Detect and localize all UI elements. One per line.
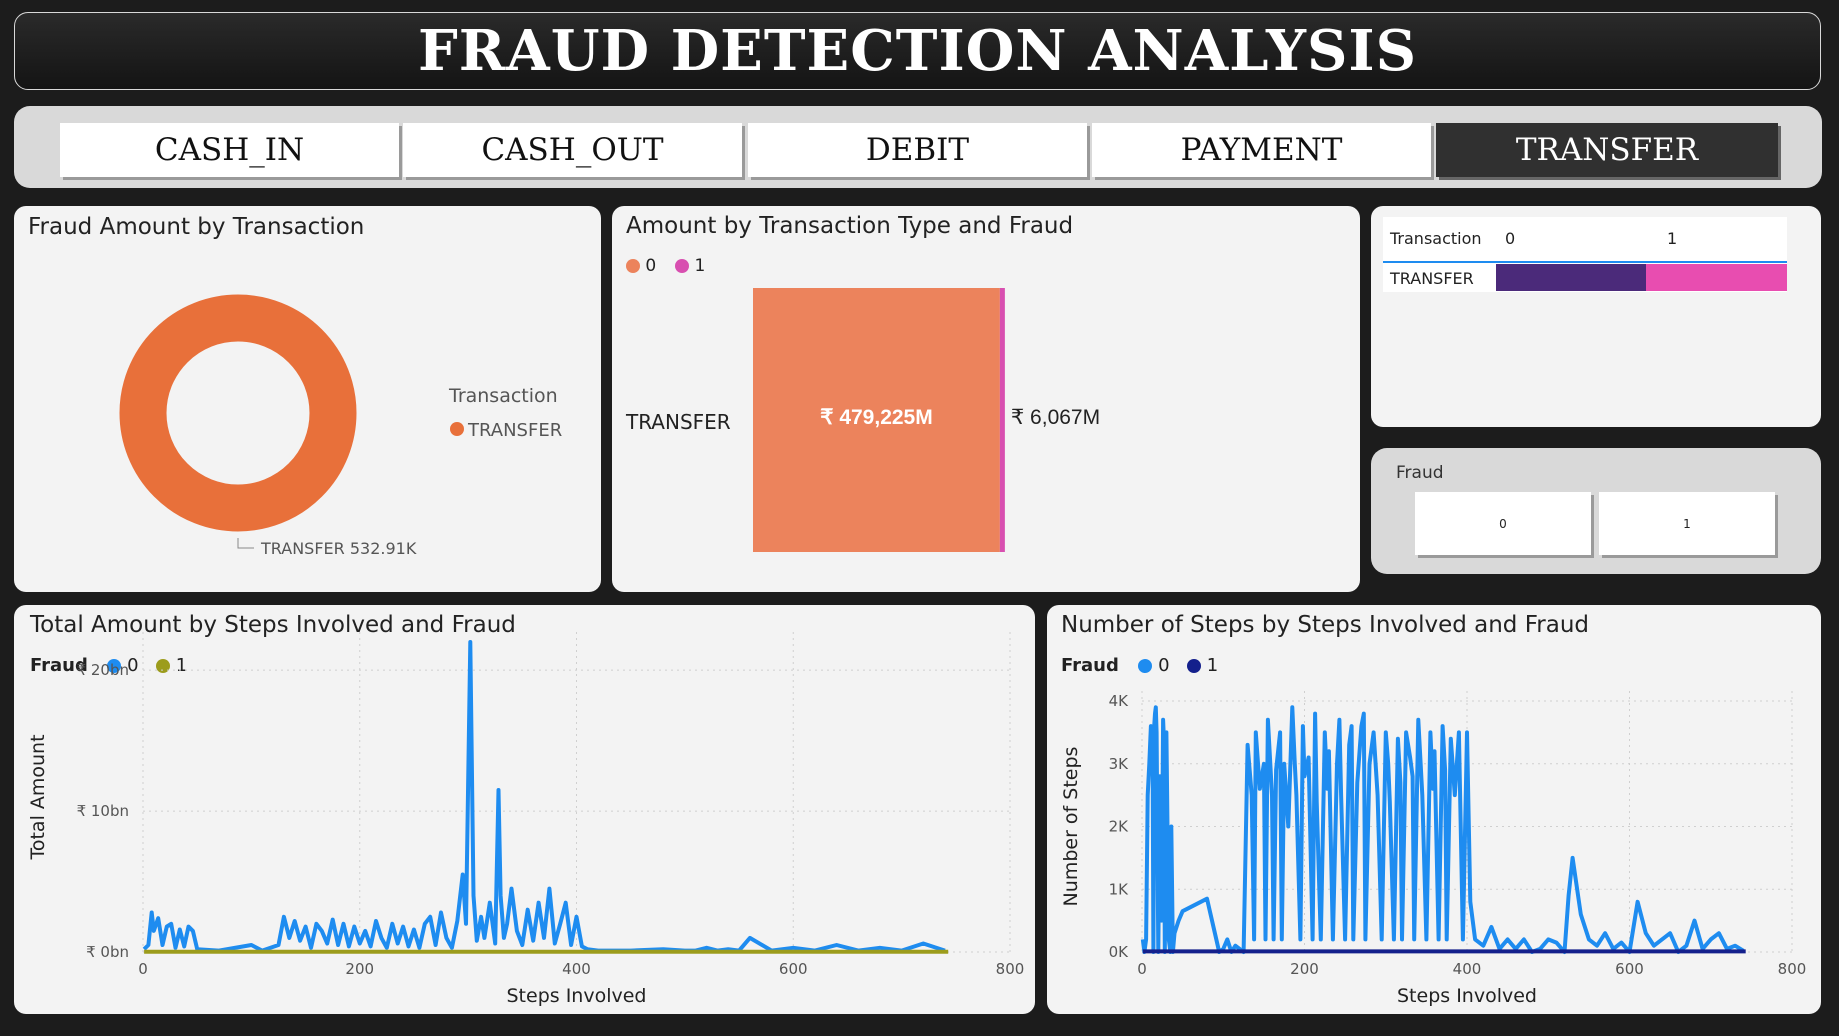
total-amount-legend-marker-0 (107, 659, 122, 673)
bar-legend-label-0[interactable]: 0 (645, 256, 657, 276)
bar-legend-marker-1 (675, 259, 690, 273)
bar-segment-fraud-0[interactable] (753, 288, 1000, 552)
matrix-header-transaction: Transaction (1390, 229, 1482, 248)
total-amount-y-tick-label: ₹ 20bn (77, 661, 129, 679)
steps-legend: Fraud 0 1 (1061, 655, 1218, 676)
fraud-option-0[interactable]: 0 (1415, 492, 1591, 555)
total-amount-legend-title: Fraud (30, 655, 88, 676)
steps-line-chart: 0 200 400 600 800 0K 1K 2K 3K 4K Steps Involved Num… (1060, 691, 1807, 1007)
total-amount-y-axis-title: Total Amount (27, 734, 49, 860)
donut-card: Fraud Amount by Transaction TRANSFER 532… (14, 206, 601, 592)
steps-card: Number of Steps by Steps Involved and Fr… (1047, 605, 1821, 1014)
total-amount-y-tick-label: ₹ 0bn (86, 943, 129, 961)
steps-legend-title: Fraud (1061, 655, 1119, 676)
steps-card-title: Number of Steps by Steps Involved and Fr… (1061, 612, 1590, 638)
steps-x-tick-label: 800 (1778, 960, 1807, 978)
matrix-header-1: 1 (1667, 229, 1678, 248)
steps-x-tick-label: 0 (1137, 960, 1147, 978)
steps-x-tick-label: 200 (1290, 960, 1319, 978)
total-amount-legend-label-1[interactable]: 1 (175, 655, 188, 676)
total-amount-legend: Fraud 0 1 (30, 655, 187, 676)
slicer-option-payment[interactable]: PAYMENT (1092, 123, 1431, 177)
donut-legend-item[interactable]: TRANSFER (467, 420, 562, 441)
total-amount-x-tick-label: 200 (345, 960, 374, 978)
slicer-option-cash-out[interactable]: CASH_OUT (403, 123, 742, 177)
matrix-header-0: 0 (1505, 229, 1516, 248)
total-amount-card: Total Amount by Steps Involved and Fraud… (14, 605, 1035, 1014)
matrix-cell-fraud-0[interactable] (1496, 264, 1646, 291)
fraud-option-1[interactable]: 1 (1599, 492, 1775, 555)
total-amount-line-chart: 0 200 400 600 800 ₹ 0bn ₹ 10bn ₹ 20bn Steps Invo… (27, 632, 1025, 1007)
total-amount-legend-label-0[interactable]: 0 (127, 655, 139, 676)
steps-y-tick-label: 0K (1109, 943, 1130, 961)
steps-x-tick-label: 400 (1453, 960, 1482, 978)
total-amount-y-tick-label: ₹ 10bn (77, 802, 129, 820)
bar-data-label-1: ₹ 6,067M (1011, 406, 1100, 429)
bar-segment-fraud-1[interactable] (999, 288, 1005, 552)
title-banner: FRAUD DETECTION ANALYSIS (14, 12, 1821, 90)
total-amount-x-tick-label: 800 (996, 960, 1025, 978)
slicer-option-cash-in[interactable]: CASH_IN (60, 123, 399, 177)
donut-chart: TRANSFER 532.91K Transaction TRANSFER (119, 294, 562, 558)
steps-y-tick-label: 2K (1109, 818, 1130, 836)
fraud-slicer-title: Fraud (1396, 463, 1444, 483)
slicer-option-debit[interactable]: DEBIT (748, 123, 1087, 177)
donut-leader-line (237, 538, 254, 549)
steps-y-tick-label: 4K (1109, 692, 1130, 710)
total-amount-x-tick-label: 600 (779, 960, 808, 978)
steps-legend-marker-1 (1187, 659, 1201, 673)
total-amount-legend-marker-1 (156, 659, 170, 673)
total-amount-series-0-line (142, 640, 946, 953)
steps-legend-label-0[interactable]: 0 (1158, 655, 1170, 676)
steps-x-tick-label: 600 (1615, 960, 1644, 978)
page-title: FRAUD DETECTION ANALYSIS (417, 18, 1418, 84)
bar-card-title: Amount by Transaction Type and Fraud (626, 213, 1074, 239)
total-amount-card-title: Total Amount by Steps Involved and Fraud (30, 612, 516, 638)
steps-series-0-line (1140, 705, 1745, 954)
matrix-header-row: Transaction 0 1 (1383, 217, 1787, 261)
bar-legend-label-1[interactable]: 1 (694, 256, 706, 276)
matrix-header-divider (1383, 261, 1787, 263)
donut-slice-transfer[interactable] (119, 294, 357, 532)
donut-legend-title: Transaction (448, 385, 558, 407)
steps-legend-marker-0 (1138, 659, 1153, 673)
bar-legend: 0 1 (626, 256, 705, 276)
steps-y-axis-title: Number of Steps (1060, 747, 1082, 907)
donut-card-title: Fraud Amount by Transaction (28, 214, 365, 240)
steps-y-tick-label: 3K (1109, 755, 1130, 773)
total-amount-x-tick-label: 0 (138, 960, 148, 978)
donut-legend-marker (450, 422, 464, 436)
bar-category-label: TRANSFER (626, 410, 731, 434)
matrix-cell-fraud-1[interactable] (1646, 264, 1787, 291)
steps-y-tick-label: 1K (1109, 880, 1130, 898)
steps-legend-label-1[interactable]: 1 (1206, 655, 1219, 676)
donut-data-label: TRANSFER 532.91K (260, 539, 417, 558)
total-amount-x-axis-title: Steps Involved (507, 985, 647, 1007)
steps-x-axis-title: Steps Involved (1397, 985, 1537, 1007)
matrix-row-transfer[interactable]: TRANSFER (1383, 263, 1787, 292)
bar-card: Amount by Transaction Type and Fraud 0 1… (612, 206, 1360, 592)
stacked-bar-chart: ₹ 479,225M ₹ 6,067M (753, 288, 1100, 552)
matrix-row-label: TRANSFER (1390, 269, 1474, 288)
total-amount-x-tick-label: 400 (562, 960, 591, 978)
matrix-card: Transaction 0 1 TRANSFER (1371, 206, 1821, 427)
fraud-slicer-card: Fraud 0 1 (1371, 448, 1821, 574)
slicer-option-transfer[interactable]: TRANSFER (1436, 123, 1778, 177)
bar-legend-marker-0 (626, 259, 640, 273)
bar-data-label-0: ₹ 479,225M (820, 406, 933, 429)
